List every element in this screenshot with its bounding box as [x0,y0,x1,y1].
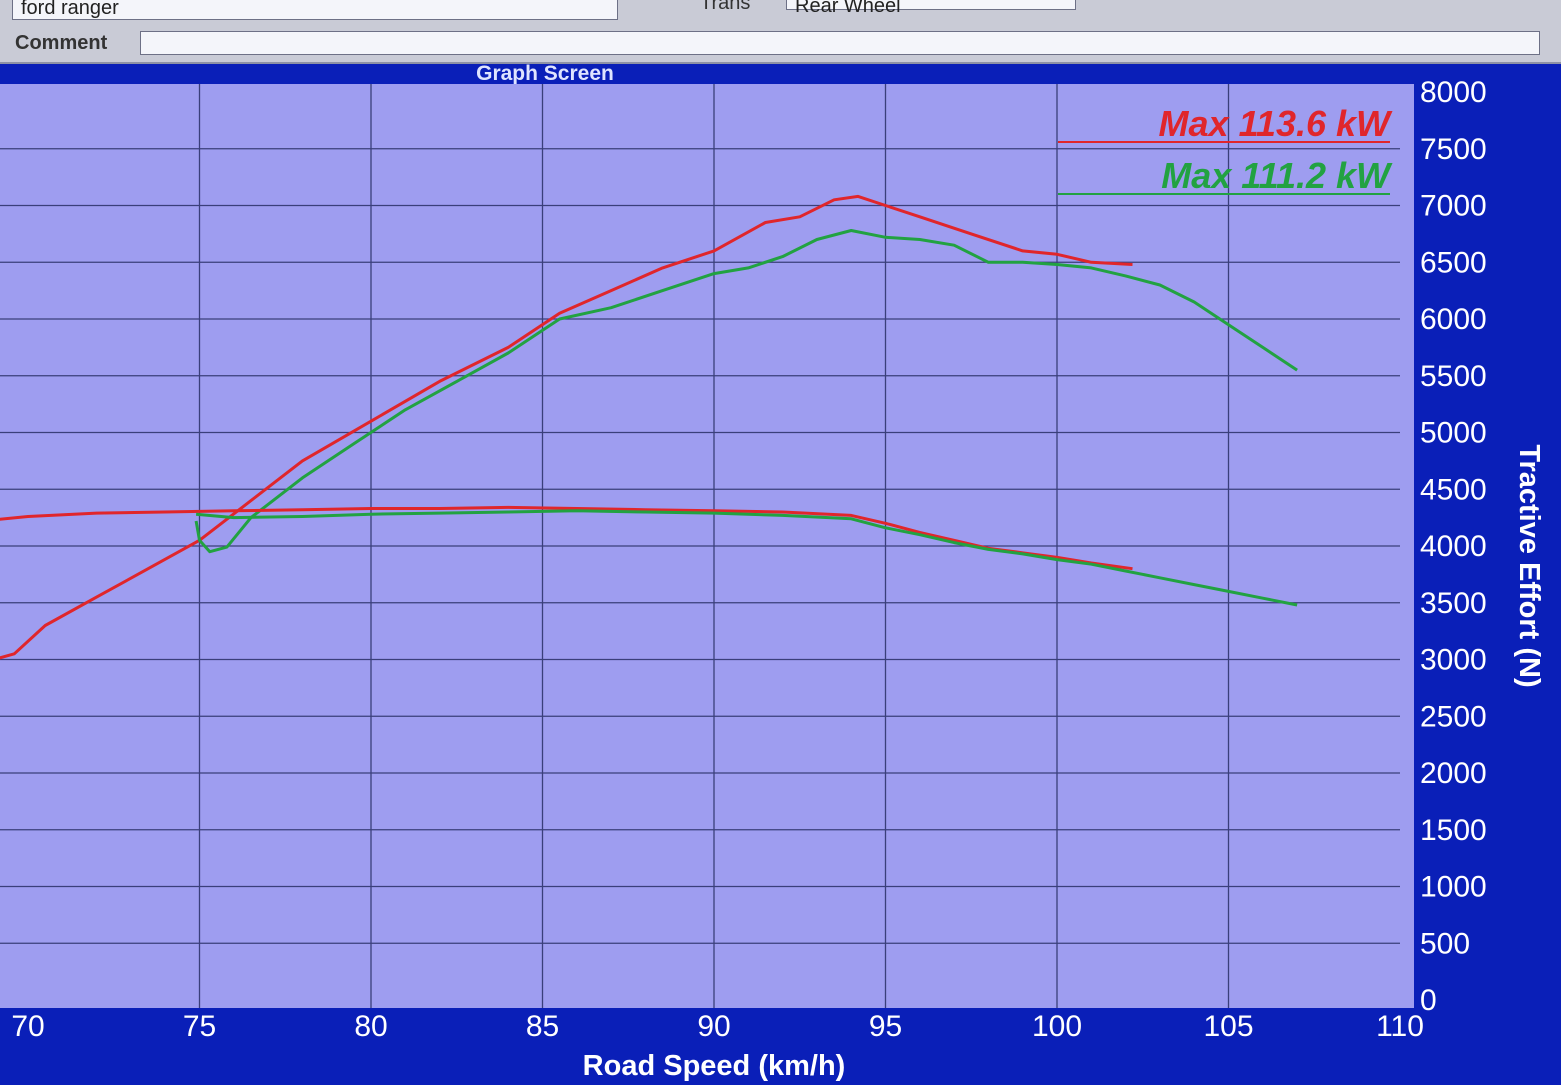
x-axis-title: Road Speed (km/h) [583,1050,846,1082]
tractive-effort-line-green [194,229,1298,554]
y-tick-label: 7500 [1420,133,1487,166]
x-tick-label: 95 [869,1010,902,1043]
y-tick-label: 6000 [1420,303,1487,336]
y-axis: 0 500 1000 1500 2000 2500 3000 3500 4000 4500 5000… [1420,76,1487,1017]
comment-field[interactable] [140,31,1540,55]
x-tick-label: 105 [1203,1010,1253,1043]
y-tick-label: 5000 [1420,417,1487,450]
y-tick-label: 2500 [1420,700,1487,733]
y-tick-label: 4500 [1420,473,1487,506]
x-tick-label: 80 [354,1010,387,1043]
y-tick-label: 7000 [1420,190,1487,223]
legend-item-green: Max 111.2 kW [1161,155,1393,196]
y-tick-label: 5500 [1420,360,1487,393]
x-tick-label: 100 [1032,1010,1082,1043]
y-tick-label: 500 [1420,927,1470,960]
y-tick-label: 6500 [1420,246,1487,279]
y-tick-label: 2000 [1420,757,1487,790]
x-tick-label: 85 [526,1010,559,1043]
header-bar: ford ranger Trans Rear Wheel Comment [0,0,1561,64]
y-tick-label: 4000 [1420,530,1487,563]
y-tick-label: 1500 [1420,814,1487,847]
x-axis: 70 75 80 85 90 95 100 105 110 [11,1010,1424,1043]
graph-title: Graph Screen [476,62,614,85]
y-tick-label: 3000 [1420,644,1487,677]
y-tick-label: 0 [1420,984,1437,1017]
y-tick-label: 1000 [1420,871,1487,904]
y-tick-label: 3500 [1420,587,1487,620]
y-tick-label: 8000 [1420,76,1487,109]
trans-label: Trans [700,0,751,14]
x-tick-label: 90 [697,1010,730,1043]
x-tick-label: 70 [11,1010,44,1043]
series-lines [0,194,1298,660]
power-line-green [195,509,1298,607]
vehicle-field[interactable]: ford ranger [12,0,618,20]
x-tick-label: 75 [183,1010,216,1043]
grid [0,84,1400,1008]
legend-item-red: Max 113.6 kW [1159,103,1393,144]
x-tick-label: 110 [1376,1010,1424,1043]
comment-label: Comment [15,32,108,54]
y-axis-title: Tractive Effort (N) [1513,444,1545,687]
tractive-effort-line-red [0,194,1133,660]
